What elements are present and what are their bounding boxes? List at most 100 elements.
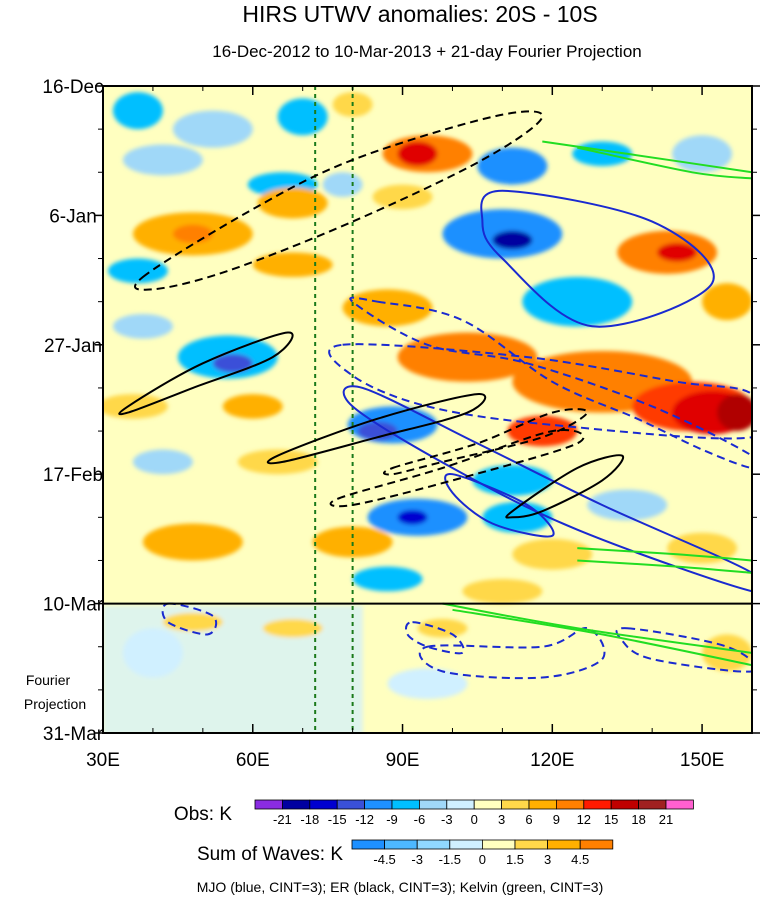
kelvin-contour <box>542 140 752 174</box>
er-contour <box>329 429 585 508</box>
anomaly-field <box>103 92 752 733</box>
colorbar-tick-label: 0 <box>471 812 478 827</box>
anomaly-blob <box>417 619 468 638</box>
colorbar-swatch <box>418 799 448 810</box>
chart-subtitle: 16-Dec-2012 to 10-Mar-2013 + 21-day Four… <box>212 42 641 61</box>
anomaly-blob <box>322 172 363 197</box>
colorbar-tick-label: -15 <box>328 812 347 827</box>
anomaly-blob <box>262 619 323 638</box>
colorbar-swatch <box>351 839 385 850</box>
anomaly-blob <box>462 578 543 604</box>
anomaly-blob <box>212 354 253 373</box>
x-tick-label: 30E <box>86 750 120 771</box>
colorbar-tick-label: -18 <box>300 812 319 827</box>
colorbar-swatch <box>309 799 338 810</box>
anomaly-blob <box>477 147 548 185</box>
anomaly-blob <box>162 612 223 632</box>
colorbar-tick-label: -3 <box>441 812 453 827</box>
anomaly-blob <box>702 634 752 672</box>
colorbar-swatch <box>384 839 418 850</box>
colorbar-tick-label: 1.5 <box>506 852 524 867</box>
kelvin-contour <box>577 547 752 562</box>
colorbar-tick-label: 3 <box>544 852 551 867</box>
colorbar-tick-label: 3 <box>498 812 505 827</box>
mjo-contour <box>418 627 606 680</box>
colorbar-swatch <box>446 799 475 810</box>
y-tick-label: 27-Jan <box>44 336 102 357</box>
anomaly-blob <box>122 144 203 176</box>
x-tick-label: 90E <box>386 750 420 771</box>
anomaly-blob <box>112 92 163 130</box>
x-axis: 30E 60E 90E 120E 150E <box>86 86 724 771</box>
colorbar-swatch <box>449 839 483 850</box>
mjo-contour <box>349 296 752 470</box>
colorbar-swatch <box>610 799 640 810</box>
er-contour <box>134 110 544 291</box>
colorbar-swatch <box>638 799 667 810</box>
colorbar-tick-label: -3 <box>411 852 423 867</box>
colorbar-swatch <box>501 799 530 810</box>
anomaly-blob <box>122 628 183 678</box>
anomaly-blob <box>142 523 243 561</box>
reference-longitude-lines <box>314 86 354 733</box>
anomaly-blob <box>252 252 333 278</box>
colorbar-tick-label: 6 <box>525 812 532 827</box>
colorbar-swatch <box>583 799 612 810</box>
obs-colorbar-label: Obs: K <box>174 804 232 825</box>
colorbar-tick-label: 18 <box>631 812 645 827</box>
anomaly-blob <box>657 243 698 262</box>
colorbar-tick-label: -1.5 <box>439 852 461 867</box>
y-tick-label: 10-Mar <box>43 595 104 616</box>
colorbar-swatch <box>416 839 451 850</box>
mjo-contour <box>405 621 465 655</box>
colorbar-swatch <box>665 799 694 810</box>
anomaly-blob <box>103 394 168 419</box>
kelvin-contour <box>452 608 752 667</box>
colorbar-swatch <box>254 799 283 810</box>
y-tick-label: 6-Jan <box>49 206 97 227</box>
colorbar-swatch <box>528 799 557 810</box>
colorbar-swatch <box>336 799 366 810</box>
obs-colorbar: Obs: K -21 -18 -15 -12 -9 -6 -3 0 3 6 9 12 15 18 21 <box>174 799 694 827</box>
anomaly-blob <box>312 526 393 558</box>
er-contour <box>118 331 294 416</box>
colorbar-tick-label: 15 <box>604 812 618 827</box>
colorbar-swatch <box>473 799 503 810</box>
anomaly-blob <box>112 313 173 339</box>
anomaly-blob <box>522 277 633 327</box>
wave-contours <box>118 110 752 680</box>
anomaly-blob <box>672 135 733 173</box>
anomaly-blob <box>107 258 168 284</box>
anomaly-blob <box>387 668 468 700</box>
x-tick-label: 60E <box>236 750 270 771</box>
colorbar-tick-label: -12 <box>355 812 374 827</box>
y-tick-label: 31-Mar <box>43 724 104 745</box>
mjo-contour <box>444 473 555 538</box>
er-contour <box>505 454 625 519</box>
kelvin-contour <box>577 559 752 574</box>
anomaly-blob <box>512 538 593 570</box>
colorbar-tick-label: 4.5 <box>571 852 589 867</box>
colorbar-swatch <box>556 799 585 810</box>
colorbar-swatch <box>364 799 393 810</box>
plot-frame <box>102 85 753 734</box>
kelvin-contour <box>442 602 752 654</box>
anomaly-blob <box>222 394 283 419</box>
colorbar-tick-label: -9 <box>386 812 398 827</box>
anomaly-blob <box>587 489 668 521</box>
anomaly-blob <box>172 110 253 148</box>
legend-caption: MJO (blue, CINT=3); ER (black, CINT=3); … <box>197 879 604 895</box>
anomaly-blob <box>277 98 328 136</box>
anomaly-blob <box>397 141 438 167</box>
anomaly-blob <box>702 283 752 321</box>
anomaly-blob <box>492 230 533 250</box>
x-tick-label: 120E <box>530 750 574 771</box>
colorbar-tick-label: -21 <box>273 812 292 827</box>
anomaly-blob <box>372 184 433 210</box>
er-contour <box>383 408 589 476</box>
colorbar-swatch <box>481 839 516 850</box>
colorbar-tick-label: 12 <box>577 812 591 827</box>
colorbar-tick-label: -6 <box>414 812 426 827</box>
mjo-contour <box>161 602 218 636</box>
